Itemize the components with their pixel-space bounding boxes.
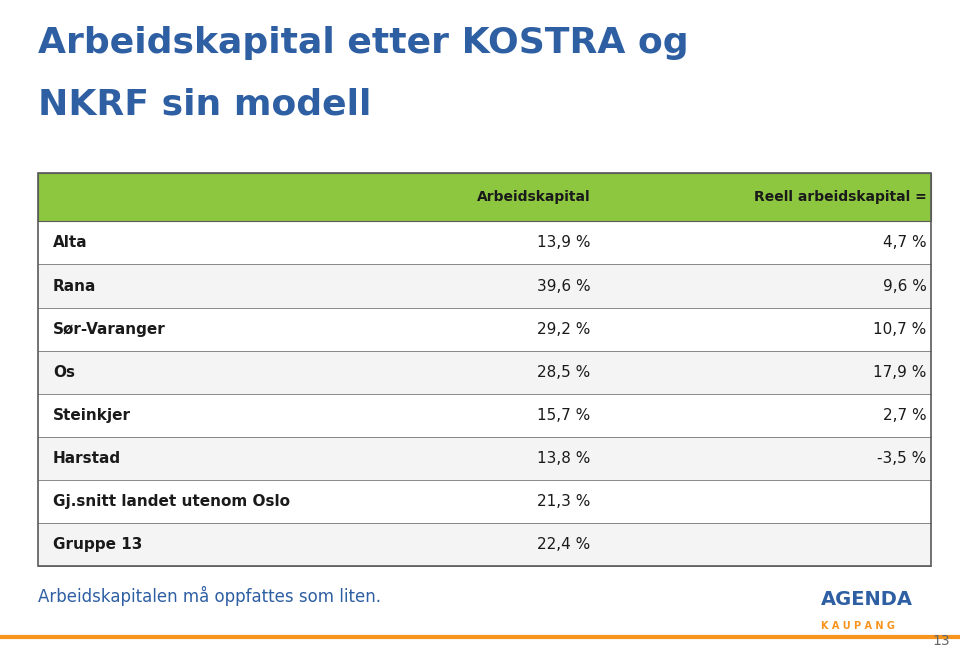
Text: Harstad: Harstad [53,451,121,466]
Text: 13: 13 [933,633,950,648]
FancyBboxPatch shape [38,173,931,221]
Text: 29,2 %: 29,2 % [537,322,590,337]
FancyBboxPatch shape [38,523,931,566]
Text: Steinkjer: Steinkjer [53,408,131,423]
Text: 13,9 %: 13,9 % [537,236,590,251]
Text: 28,5 %: 28,5 % [538,365,590,380]
Text: Reell arbeidskapital =: Reell arbeidskapital = [754,190,926,204]
Text: 15,7 %: 15,7 % [538,408,590,423]
Text: -3,5 %: -3,5 % [877,451,926,466]
Text: AGENDA: AGENDA [821,590,913,609]
Text: 4,7 %: 4,7 % [883,236,926,251]
Text: Os: Os [53,365,75,380]
Text: 22,4 %: 22,4 % [538,537,590,552]
Text: Gj.snitt landet utenom Oslo: Gj.snitt landet utenom Oslo [53,494,290,509]
Text: 39,6 %: 39,6 % [537,279,590,294]
Text: 13,8 %: 13,8 % [537,451,590,466]
Text: Arbeidskapital etter KOSTRA og: Arbeidskapital etter KOSTRA og [38,26,689,60]
FancyBboxPatch shape [38,480,931,523]
Text: 2,7 %: 2,7 % [883,408,926,423]
FancyBboxPatch shape [38,307,931,351]
Text: Sør-Varanger: Sør-Varanger [53,322,165,337]
Text: 17,9 %: 17,9 % [873,365,926,380]
Text: Alta: Alta [53,236,87,251]
Text: 9,6 %: 9,6 % [882,279,926,294]
Text: Rana: Rana [53,279,96,294]
FancyBboxPatch shape [38,394,931,437]
FancyBboxPatch shape [38,221,931,264]
Text: NKRF sin modell: NKRF sin modell [38,88,372,122]
Text: K A U P A N G: K A U P A N G [821,622,895,631]
Text: 10,7 %: 10,7 % [874,322,926,337]
FancyBboxPatch shape [38,264,931,308]
FancyBboxPatch shape [38,351,931,394]
Text: 21,3 %: 21,3 % [537,494,590,509]
FancyBboxPatch shape [38,437,931,480]
Text: Arbeidskapital: Arbeidskapital [477,190,590,204]
Text: Gruppe 13: Gruppe 13 [53,537,142,552]
Text: Arbeidskapitalen må oppfattes som liten.: Arbeidskapitalen må oppfattes som liten. [38,586,381,606]
